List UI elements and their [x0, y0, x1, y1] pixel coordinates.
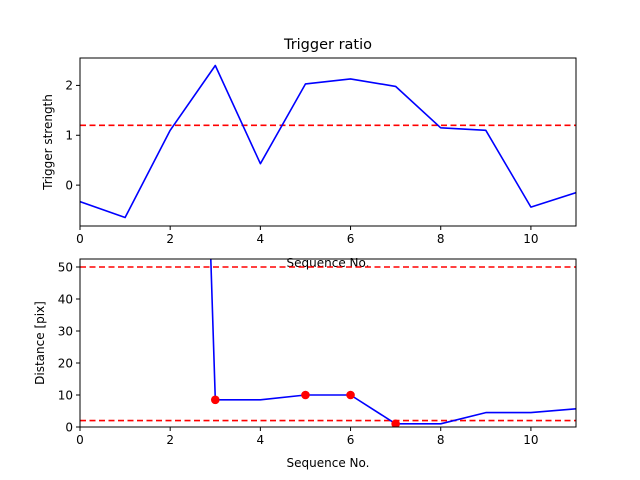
- series-line-0: [210, 259, 576, 425]
- y-tick-label: 10: [58, 388, 73, 402]
- trigger-ratio-chart: Trigger ratio 0 2 4 6 8 10 0 1 2 Sequence No. Tr…: [41, 37, 577, 270]
- series-line-0: [80, 64, 576, 219]
- y-tick-label: 30: [58, 324, 73, 338]
- x-tick-label: 2: [166, 232, 174, 246]
- marker-point: [391, 419, 400, 427]
- x-tick-label: 10: [523, 433, 538, 447]
- y-tick-label: 0: [65, 420, 73, 434]
- distance-chart: 0 2 4 6 8 10 0 10 20 30 40 50 Sequence No. Distance…: [33, 258, 577, 470]
- x-tick-label: 8: [437, 433, 445, 447]
- chart-title: Trigger ratio: [283, 37, 372, 53]
- x-axis-label-top: Sequence No.: [287, 256, 370, 270]
- x-tick-label: 4: [257, 433, 265, 447]
- x-axis-label-bottom: Sequence No.: [287, 456, 370, 470]
- plot-area-top: 0 2 4 6 8 10 0 1 2: [65, 57, 577, 246]
- marker-point: [301, 390, 310, 400]
- y-tick-label: 40: [58, 292, 73, 306]
- y-axis-label-bottom: Distance [pix]: [33, 301, 47, 385]
- y-tick-label: 50: [58, 260, 73, 274]
- plot-content: [80, 64, 576, 219]
- x-tick-label: 2: [166, 433, 174, 447]
- y-axis-label-top: Trigger strength: [41, 94, 55, 191]
- x-tick-label: 0: [76, 232, 84, 246]
- y-tick-label: 2: [65, 79, 73, 93]
- x-tick-label: 6: [347, 433, 355, 447]
- x-tick-label: 4: [257, 232, 265, 246]
- x-tick-label: 0: [76, 433, 84, 447]
- y-tick-label: 20: [58, 356, 73, 370]
- y-tick-label: 0: [65, 178, 73, 192]
- x-tick-label: 6: [347, 232, 355, 246]
- marker-point: [346, 390, 355, 400]
- y-tick-label: 1: [65, 129, 73, 143]
- axes-frame: [79, 57, 577, 227]
- plot-content: [80, 259, 576, 427]
- x-tick-label: 8: [437, 232, 445, 246]
- axes-frame: [79, 258, 577, 428]
- marker-point: [210, 395, 220, 405]
- plot-area-bottom: 0 2 4 6 8 10 0 10 20 30 40 50: [58, 258, 577, 447]
- x-tick-label: 10: [523, 232, 538, 246]
